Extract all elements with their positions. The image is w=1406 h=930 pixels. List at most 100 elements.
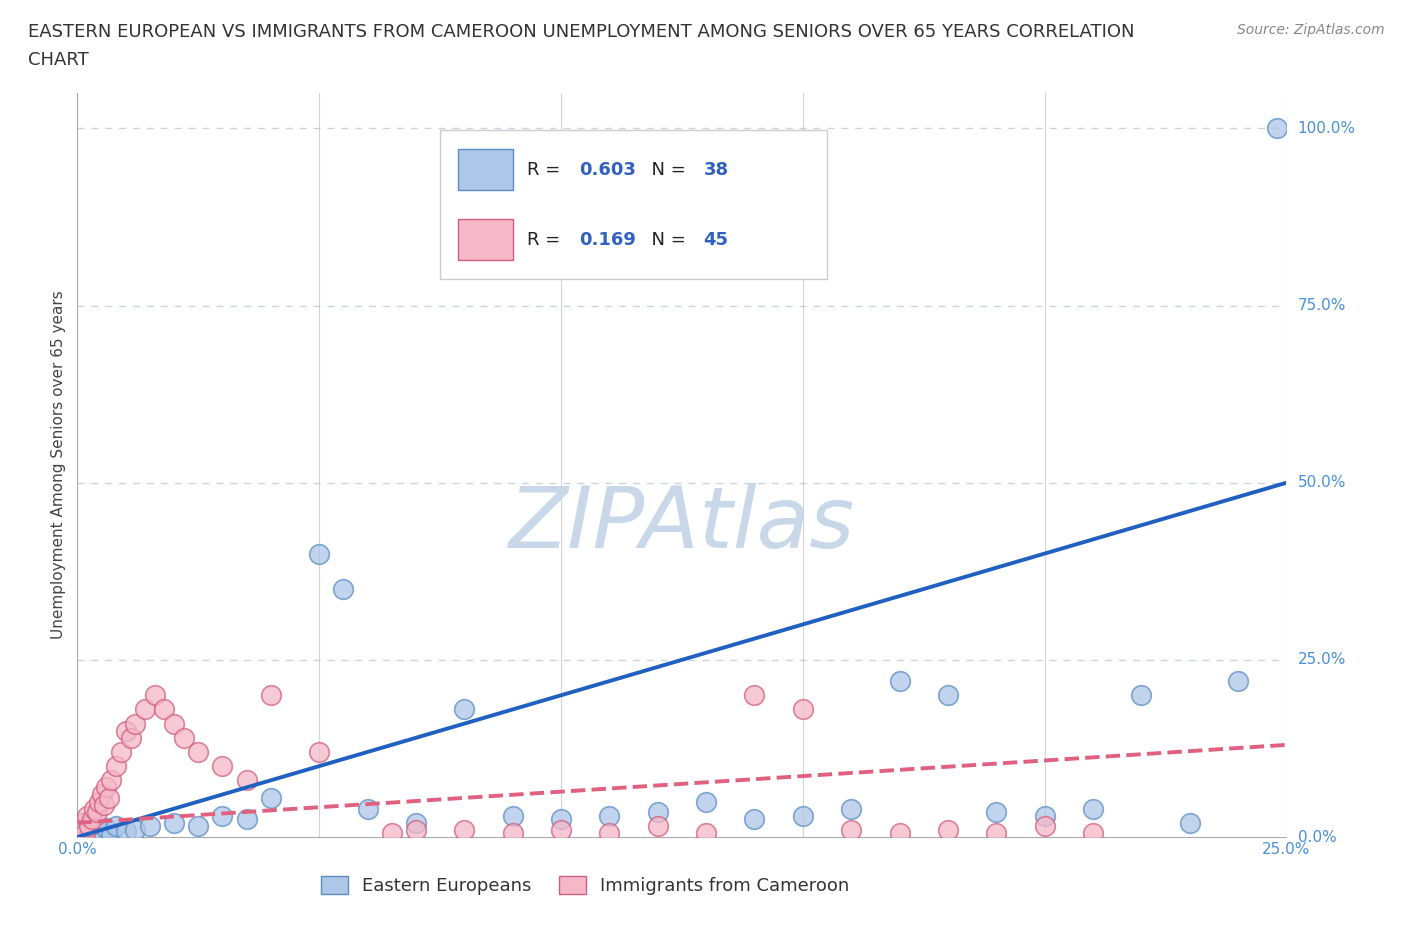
- Text: ZIPAtlas: ZIPAtlas: [509, 483, 855, 566]
- Point: [598, 826, 620, 841]
- Point: [453, 822, 475, 837]
- Point: [1130, 688, 1153, 703]
- Point: [80, 812, 103, 827]
- Point: [405, 822, 427, 837]
- Point: [97, 790, 120, 805]
- Point: [260, 790, 283, 805]
- Point: [76, 828, 98, 843]
- Point: [100, 828, 122, 843]
- Point: [1033, 808, 1056, 823]
- Point: [93, 798, 115, 813]
- Point: [90, 826, 112, 841]
- Point: [69, 822, 91, 837]
- Point: [211, 759, 233, 774]
- Text: Source: ZipAtlas.com: Source: ZipAtlas.com: [1237, 23, 1385, 37]
- Point: [839, 802, 862, 817]
- Point: [76, 808, 98, 823]
- Point: [936, 688, 959, 703]
- Point: [744, 688, 766, 703]
- Text: 45: 45: [703, 232, 728, 249]
- Point: [139, 819, 162, 834]
- Text: CHART: CHART: [28, 51, 89, 69]
- Point: [986, 804, 1008, 819]
- Point: [792, 808, 814, 823]
- Point: [889, 673, 911, 688]
- Point: [502, 826, 524, 841]
- Point: [308, 546, 330, 561]
- Text: N =: N =: [640, 232, 692, 249]
- Text: 0.603: 0.603: [579, 161, 636, 179]
- Point: [453, 702, 475, 717]
- FancyBboxPatch shape: [458, 219, 513, 260]
- FancyBboxPatch shape: [440, 130, 827, 279]
- Point: [163, 816, 186, 830]
- FancyBboxPatch shape: [458, 149, 513, 190]
- Point: [332, 581, 354, 596]
- Point: [153, 702, 176, 717]
- Point: [1178, 816, 1201, 830]
- Text: 100.0%: 100.0%: [1298, 121, 1355, 136]
- Point: [405, 816, 427, 830]
- Text: 75.0%: 75.0%: [1298, 299, 1346, 313]
- Point: [187, 819, 209, 834]
- Point: [120, 730, 142, 745]
- Point: [647, 819, 669, 834]
- Point: [260, 688, 283, 703]
- Point: [80, 822, 103, 837]
- Point: [381, 826, 404, 841]
- Point: [134, 702, 156, 717]
- Point: [550, 812, 572, 827]
- Text: 38: 38: [703, 161, 728, 179]
- Point: [695, 794, 717, 809]
- Point: [110, 745, 132, 760]
- Point: [105, 759, 128, 774]
- Point: [889, 826, 911, 841]
- Point: [839, 822, 862, 837]
- Y-axis label: Unemployment Among Seniors over 65 years: Unemployment Among Seniors over 65 years: [51, 291, 66, 640]
- Point: [235, 773, 257, 788]
- Point: [86, 804, 108, 819]
- Point: [1033, 819, 1056, 834]
- Point: [744, 812, 766, 827]
- Point: [1265, 121, 1288, 136]
- Point: [986, 826, 1008, 841]
- Point: [502, 808, 524, 823]
- Point: [308, 745, 330, 760]
- Point: [90, 787, 112, 802]
- Point: [73, 826, 96, 841]
- Text: EASTERN EUROPEAN VS IMMIGRANTS FROM CAMEROON UNEMPLOYMENT AMONG SENIORS OVER 65 : EASTERN EUROPEAN VS IMMIGRANTS FROM CAME…: [28, 23, 1135, 41]
- Point: [87, 794, 110, 809]
- Text: 0.0%: 0.0%: [1298, 830, 1336, 844]
- Point: [96, 821, 118, 836]
- Point: [70, 816, 93, 830]
- Point: [598, 808, 620, 823]
- Text: R =: R =: [527, 161, 567, 179]
- Point: [936, 822, 959, 837]
- Point: [211, 808, 233, 823]
- Text: N =: N =: [640, 161, 692, 179]
- Point: [83, 802, 105, 817]
- Point: [235, 812, 257, 827]
- Point: [105, 819, 128, 834]
- Point: [79, 819, 101, 834]
- Point: [114, 824, 136, 839]
- Point: [124, 716, 146, 731]
- Point: [550, 822, 572, 837]
- Point: [792, 702, 814, 717]
- Point: [124, 822, 146, 837]
- Point: [173, 730, 195, 745]
- Point: [695, 826, 717, 841]
- Point: [187, 745, 209, 760]
- Point: [356, 802, 378, 817]
- Text: R =: R =: [527, 232, 567, 249]
- Text: 25.0%: 25.0%: [1298, 652, 1346, 668]
- Point: [143, 688, 166, 703]
- Point: [96, 780, 118, 795]
- Point: [100, 773, 122, 788]
- Text: 0.169: 0.169: [579, 232, 636, 249]
- Point: [1081, 802, 1104, 817]
- Text: 50.0%: 50.0%: [1298, 475, 1346, 490]
- Point: [647, 804, 669, 819]
- Point: [114, 724, 136, 738]
- Point: [1081, 826, 1104, 841]
